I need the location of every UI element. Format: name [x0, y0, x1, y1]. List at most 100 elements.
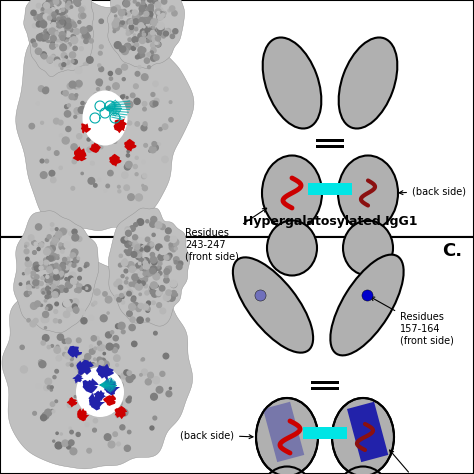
Circle shape	[143, 108, 146, 111]
Circle shape	[65, 56, 67, 58]
Circle shape	[127, 19, 133, 25]
Circle shape	[86, 35, 91, 39]
Circle shape	[122, 21, 129, 28]
Circle shape	[55, 32, 58, 35]
Circle shape	[106, 343, 113, 350]
Circle shape	[103, 352, 105, 355]
Circle shape	[151, 217, 157, 222]
Text: Residues
243-247
(front side): Residues 243-247 (front side)	[185, 208, 267, 261]
Circle shape	[106, 332, 111, 338]
Circle shape	[119, 46, 126, 52]
Circle shape	[138, 46, 145, 54]
Circle shape	[154, 331, 157, 335]
Circle shape	[67, 445, 71, 449]
Circle shape	[155, 28, 157, 31]
Circle shape	[94, 93, 98, 96]
Circle shape	[93, 419, 98, 423]
Circle shape	[100, 358, 106, 363]
Circle shape	[51, 254, 57, 260]
Circle shape	[162, 0, 167, 4]
Circle shape	[142, 266, 144, 269]
Circle shape	[89, 118, 91, 119]
Circle shape	[55, 25, 60, 30]
Circle shape	[61, 67, 63, 70]
Circle shape	[54, 60, 61, 67]
Circle shape	[55, 12, 61, 18]
Circle shape	[164, 236, 170, 241]
Circle shape	[139, 12, 142, 15]
Circle shape	[45, 32, 48, 36]
Circle shape	[98, 83, 100, 85]
Circle shape	[144, 11, 149, 16]
Circle shape	[44, 2, 49, 9]
Circle shape	[24, 291, 29, 297]
Circle shape	[57, 22, 64, 29]
Circle shape	[115, 375, 120, 380]
Circle shape	[87, 147, 92, 152]
Circle shape	[45, 378, 52, 385]
Circle shape	[99, 127, 102, 129]
Circle shape	[39, 261, 43, 264]
Circle shape	[150, 266, 155, 272]
Circle shape	[56, 239, 59, 242]
Circle shape	[126, 97, 128, 99]
Circle shape	[43, 88, 48, 94]
Circle shape	[167, 299, 169, 301]
Circle shape	[56, 264, 58, 266]
Circle shape	[77, 360, 84, 367]
Circle shape	[143, 14, 146, 17]
Circle shape	[75, 67, 82, 73]
Circle shape	[57, 232, 60, 234]
Circle shape	[152, 301, 155, 304]
Circle shape	[153, 35, 156, 38]
Circle shape	[113, 30, 116, 33]
Circle shape	[89, 105, 91, 107]
Circle shape	[121, 373, 127, 379]
Circle shape	[58, 319, 62, 323]
Circle shape	[97, 88, 100, 91]
Circle shape	[111, 124, 116, 128]
Circle shape	[130, 93, 135, 98]
Circle shape	[156, 292, 161, 297]
Polygon shape	[103, 394, 116, 406]
Circle shape	[56, 34, 61, 38]
Circle shape	[88, 366, 92, 371]
Circle shape	[118, 185, 120, 188]
Circle shape	[134, 276, 139, 281]
Circle shape	[48, 279, 52, 283]
Circle shape	[95, 114, 101, 120]
Circle shape	[153, 145, 158, 151]
Circle shape	[46, 0, 52, 6]
Circle shape	[139, 18, 145, 24]
Circle shape	[54, 0, 59, 4]
Circle shape	[140, 248, 143, 251]
Circle shape	[172, 248, 175, 252]
Circle shape	[159, 12, 164, 17]
Polygon shape	[124, 139, 137, 152]
Circle shape	[157, 15, 163, 20]
Circle shape	[124, 185, 129, 191]
Circle shape	[145, 124, 146, 126]
Circle shape	[44, 35, 50, 41]
Circle shape	[141, 74, 148, 81]
Circle shape	[65, 23, 70, 28]
Circle shape	[133, 34, 136, 36]
Circle shape	[51, 177, 56, 182]
Circle shape	[98, 122, 102, 127]
Circle shape	[95, 370, 100, 374]
Circle shape	[57, 22, 61, 27]
Circle shape	[126, 230, 131, 236]
Circle shape	[57, 3, 60, 6]
Circle shape	[71, 144, 77, 150]
Circle shape	[55, 267, 61, 273]
Circle shape	[155, 42, 160, 46]
Circle shape	[42, 292, 45, 294]
Circle shape	[20, 345, 24, 349]
Circle shape	[151, 19, 158, 26]
Circle shape	[55, 20, 60, 25]
Circle shape	[119, 254, 122, 257]
Circle shape	[146, 36, 149, 39]
Circle shape	[144, 262, 146, 265]
Circle shape	[49, 276, 53, 281]
Circle shape	[173, 257, 179, 262]
